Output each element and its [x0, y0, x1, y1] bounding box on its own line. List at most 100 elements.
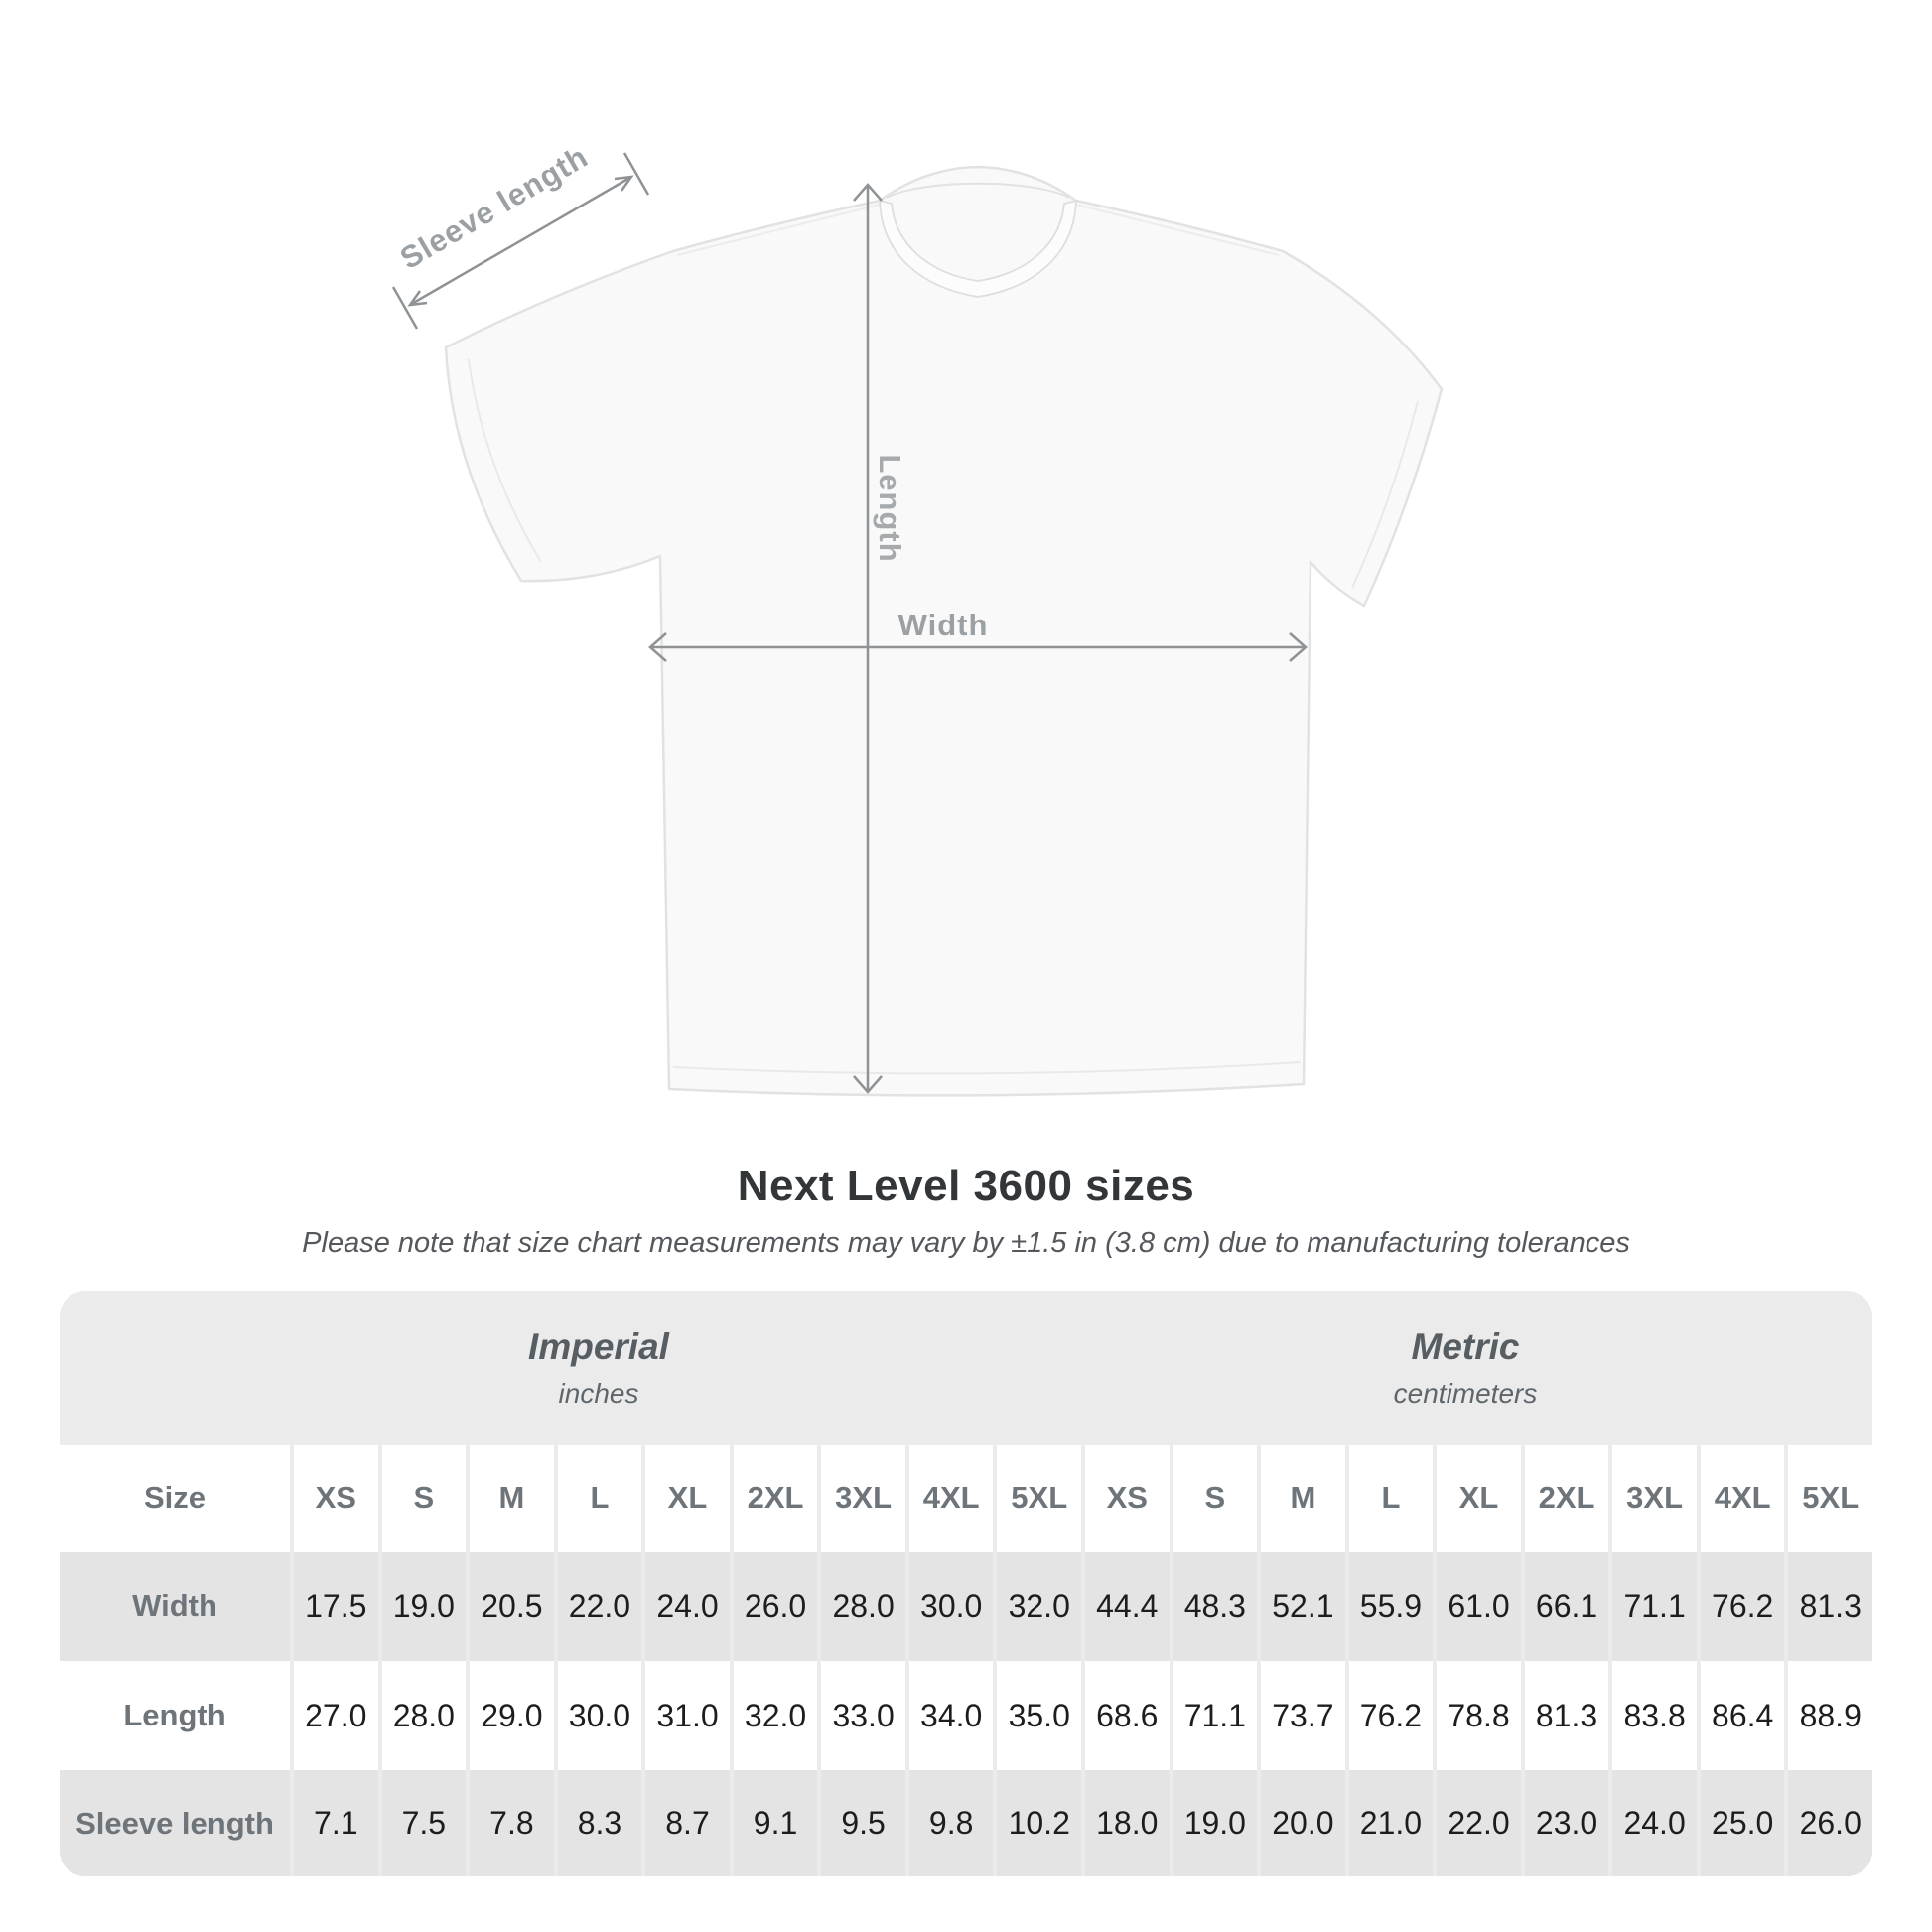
size-column-header: 2XL [733, 1445, 818, 1552]
measure-value: 22.0 [557, 1552, 642, 1661]
measure-value: 35.0 [997, 1661, 1081, 1770]
width-arrow [648, 632, 1308, 662]
measure-row-length: Length 27.0 28.0 29.0 30.0 31.0 32.0 33.0 34.0 35… [60, 1661, 1872, 1770]
unit-header-band: Imperial inches Metric centimeters [60, 1291, 1872, 1445]
size-column-header: S [1173, 1445, 1258, 1552]
page-title: Next Level 3600 sizes [737, 1162, 1195, 1210]
measure-value: 21.0 [1348, 1770, 1434, 1876]
sleeve-length-arrow [391, 152, 650, 330]
measure-row-width: Width 17.5 19.0 20.5 22.0 24.0 26.0 28.0 30.0 32.… [60, 1552, 1872, 1661]
tshirt-outline [444, 165, 1444, 1097]
imperial-unit-group: Imperial inches [528, 1326, 669, 1410]
measure-value: 20.0 [1261, 1770, 1345, 1876]
shoulder-seam-right [1075, 204, 1280, 256]
measure-value: 30.0 [557, 1661, 642, 1770]
measure-value: 24.0 [1612, 1770, 1697, 1876]
measure-row-label: Sleeve length [60, 1770, 290, 1876]
measure-value: 7.1 [294, 1770, 378, 1876]
measure-value: 9.8 [908, 1770, 994, 1876]
size-column-header: 4XL [908, 1445, 994, 1552]
measure-value: 10.2 [997, 1770, 1081, 1876]
measure-value: 31.0 [645, 1661, 730, 1770]
measure-value: 32.0 [997, 1552, 1081, 1661]
measure-value: 17.5 [294, 1552, 378, 1661]
collar-band [879, 199, 1077, 298]
size-column-header: S [381, 1445, 467, 1552]
measure-value: 81.3 [1788, 1552, 1872, 1661]
measure-row-label: Width [60, 1552, 290, 1661]
measure-value: 78.8 [1437, 1661, 1521, 1770]
measure-value: 83.8 [1612, 1661, 1697, 1770]
measure-value: 23.0 [1524, 1770, 1609, 1876]
measure-value: 52.1 [1261, 1552, 1345, 1661]
size-column-header: XS [1085, 1445, 1170, 1552]
measure-value: 71.1 [1612, 1552, 1697, 1661]
size-column-header: L [557, 1445, 642, 1552]
metric-unit-group: Metric centimeters [1394, 1326, 1538, 1410]
size-column-header: 2XL [1524, 1445, 1609, 1552]
sleeve-hem-right [1351, 400, 1419, 589]
size-column-header: M [470, 1445, 554, 1552]
measure-row-sleeve: Sleeve length 7.1 7.5 7.8 8.3 8.7 9.1 9.5 9.8 10.… [60, 1770, 1872, 1876]
measure-value: 55.9 [1348, 1552, 1434, 1661]
size-column-header: 3XL [821, 1445, 905, 1552]
size-column-header: 4XL [1700, 1445, 1785, 1552]
measure-value: 9.5 [821, 1770, 905, 1876]
size-column-header: 5XL [1788, 1445, 1872, 1552]
metric-label: Metric [1411, 1325, 1520, 1367]
measure-value: 29.0 [470, 1661, 554, 1770]
measure-value: 7.5 [381, 1770, 467, 1876]
width-label: Width [898, 608, 989, 642]
measure-value: 19.0 [381, 1552, 467, 1661]
size-column-header: 5XL [997, 1445, 1081, 1552]
measure-value: 81.3 [1524, 1661, 1609, 1770]
measure-value: 8.3 [557, 1770, 642, 1876]
size-header-row: Size XS S M L XL 2XL 3XL 4XL 5XL XS S M L XL 2XL 3XL 4XL 5… [60, 1445, 1872, 1552]
measure-value: 25.0 [1700, 1770, 1785, 1876]
measure-value: 26.0 [733, 1552, 818, 1661]
sleeve-hem-left [468, 358, 542, 563]
measure-value: 8.7 [645, 1770, 730, 1876]
measure-value: 73.7 [1261, 1661, 1345, 1770]
size-column-header: XL [645, 1445, 730, 1552]
measure-value: 33.0 [821, 1661, 905, 1770]
measure-value: 88.9 [1788, 1661, 1872, 1770]
measure-value: 30.0 [908, 1552, 994, 1661]
measure-value: 7.8 [470, 1770, 554, 1876]
measure-value: 71.1 [1173, 1661, 1258, 1770]
measure-value: 86.4 [1700, 1661, 1785, 1770]
measure-value: 28.0 [381, 1661, 467, 1770]
metric-sublabel: centimeters [1393, 1377, 1538, 1409]
measure-value: 19.0 [1173, 1770, 1258, 1876]
size-column-header: XS [294, 1445, 378, 1552]
measure-value: 24.0 [645, 1552, 730, 1661]
size-column-header: 3XL [1612, 1445, 1697, 1552]
measure-value: 9.1 [733, 1770, 818, 1876]
size-column-label: Size [60, 1445, 290, 1552]
tshirt-measurement-diagram: Sleeve length Length Width [391, 139, 1444, 1097]
measure-value: 26.0 [1788, 1770, 1872, 1876]
size-column-header: M [1261, 1445, 1345, 1552]
measure-value: 32.0 [733, 1661, 818, 1770]
collar-back-line [886, 182, 1070, 199]
measure-value: 66.1 [1524, 1552, 1609, 1661]
measure-value: 48.3 [1173, 1552, 1258, 1661]
measure-value: 27.0 [294, 1661, 378, 1770]
measure-value: 68.6 [1085, 1661, 1170, 1770]
measure-value: 28.0 [821, 1552, 905, 1661]
measure-row-label: Length [60, 1661, 290, 1770]
measure-value: 20.5 [470, 1552, 554, 1661]
measure-value: 61.0 [1437, 1552, 1521, 1661]
imperial-sublabel: inches [558, 1377, 639, 1409]
length-label: Length [873, 454, 907, 562]
size-column-header: L [1348, 1445, 1434, 1552]
size-table: Imperial inches Metric centimeters Size X… [60, 1291, 1872, 1876]
size-column-header: XL [1437, 1445, 1521, 1552]
measure-value: 22.0 [1437, 1770, 1521, 1876]
tolerance-note: Please note that size chart measurements… [302, 1227, 1630, 1259]
imperial-label: Imperial [528, 1325, 669, 1367]
bottom-hem-stitch [672, 1061, 1302, 1075]
measure-value: 76.2 [1700, 1552, 1785, 1661]
heading-block: Next Level 3600 sizes Please note that s… [0, 1162, 1932, 1260]
